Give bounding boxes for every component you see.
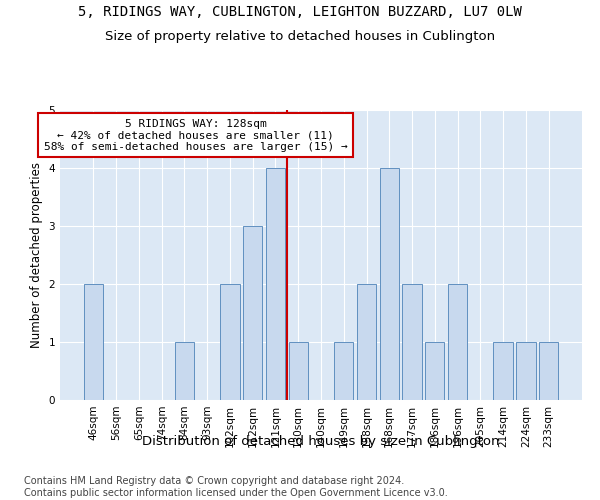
- Bar: [448, 284, 467, 400]
- Y-axis label: Number of detached properties: Number of detached properties: [30, 162, 43, 348]
- Text: Contains HM Land Registry data © Crown copyright and database right 2024.
Contai: Contains HM Land Registry data © Crown c…: [24, 476, 448, 498]
- Text: 5, RIDINGS WAY, CUBLINGTON, LEIGHTON BUZZARD, LU7 0LW: 5, RIDINGS WAY, CUBLINGTON, LEIGHTON BUZ…: [78, 5, 522, 19]
- Bar: [516, 342, 536, 400]
- Bar: [289, 342, 308, 400]
- Bar: [220, 284, 239, 400]
- Text: 5 RIDINGS WAY: 128sqm
← 42% of detached houses are smaller (11)
58% of semi-deta: 5 RIDINGS WAY: 128sqm ← 42% of detached …: [44, 118, 347, 152]
- Bar: [175, 342, 194, 400]
- Bar: [539, 342, 558, 400]
- Bar: [425, 342, 445, 400]
- Text: Size of property relative to detached houses in Cublington: Size of property relative to detached ho…: [105, 30, 495, 43]
- Bar: [266, 168, 285, 400]
- Bar: [403, 284, 422, 400]
- Bar: [243, 226, 262, 400]
- Text: Distribution of detached houses by size in Cublington: Distribution of detached houses by size …: [142, 435, 500, 448]
- Bar: [493, 342, 513, 400]
- Bar: [380, 168, 399, 400]
- Bar: [84, 284, 103, 400]
- Bar: [334, 342, 353, 400]
- Bar: [357, 284, 376, 400]
